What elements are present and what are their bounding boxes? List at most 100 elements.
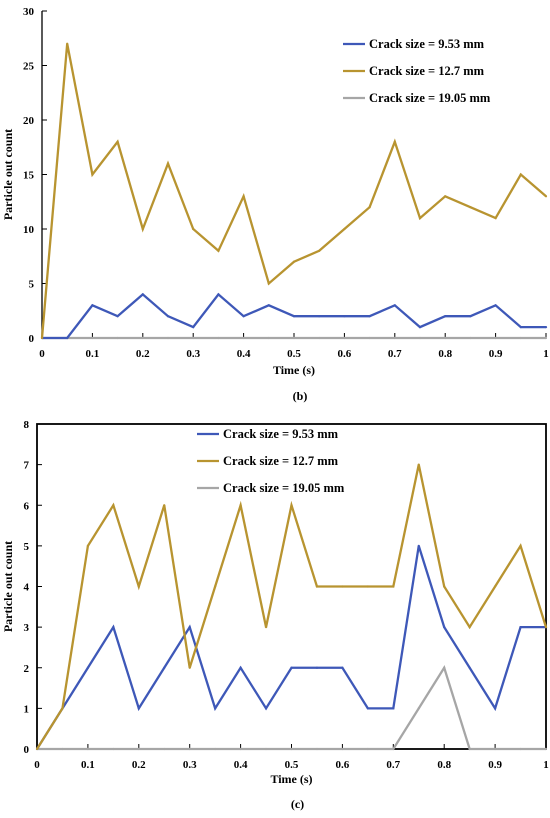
data-point-series-2 [292, 260, 296, 263]
data-point-series-3 [443, 666, 446, 669]
data-point-series-1 [141, 293, 144, 296]
y-tick-label: 3 [24, 622, 30, 634]
data-point-series-3 [217, 336, 220, 340]
data-point-series-3 [318, 336, 321, 340]
data-point-series-3 [264, 747, 268, 751]
data-point-series-2 [468, 626, 471, 629]
data-point-series-3 [91, 336, 94, 340]
y-tick-label: 25 [23, 61, 35, 73]
data-point-series-1 [86, 666, 89, 669]
x-tick-label: 0.6 [338, 348, 352, 360]
x-tick-label: 0.9 [489, 348, 503, 360]
x-tick-label: 0.1 [86, 348, 100, 360]
data-point-series-1 [366, 707, 369, 710]
data-point-series-2 [86, 544, 89, 547]
data-point-series-1 [443, 626, 446, 629]
data-point-series-1 [418, 326, 422, 329]
data-point-series-1 [66, 336, 69, 340]
data-point-series-1 [444, 315, 447, 318]
y-tick-label: 15 [23, 170, 35, 182]
data-point-series-1 [264, 707, 268, 710]
legend-entry-1: Crack size = 9.53 mm [223, 427, 339, 441]
data-point-series-2 [163, 504, 166, 507]
data-point-series-2 [417, 463, 420, 466]
data-point-series-1 [315, 666, 319, 669]
data-point-series-2 [40, 336, 44, 340]
x-tick-label: 0.9 [488, 759, 502, 771]
data-point-series-3 [368, 336, 371, 340]
plot-frame [36, 423, 547, 750]
x-tick-label: 0.8 [437, 759, 451, 771]
y-tick-label: 0 [29, 333, 35, 345]
legend-entry-2: Crack size = 12.7 mm [369, 64, 485, 78]
data-point-series-3 [163, 747, 166, 751]
data-point-series-1 [239, 666, 242, 669]
data-point-series-3 [519, 747, 522, 751]
data-point-series-2 [239, 504, 242, 507]
x-tick-label: 0.4 [234, 759, 248, 771]
data-point-series-1 [392, 707, 395, 710]
y-tick-label: 2 [24, 663, 30, 675]
data-point-series-3 [192, 336, 195, 340]
y-tick-label: 8 [24, 419, 30, 431]
data-point-series-2 [264, 626, 268, 629]
data-point-series-2 [318, 249, 321, 252]
x-tick-label: 0.6 [336, 759, 350, 771]
data-point-series-2 [217, 249, 220, 252]
x-tick-label: 1 [543, 348, 549, 360]
data-point-series-1 [192, 326, 195, 329]
data-point-series-2 [188, 666, 191, 669]
data-point-series-1 [290, 666, 293, 669]
data-point-series-1 [267, 304, 270, 307]
y-tick-label: 4 [24, 582, 30, 594]
data-point-series-1 [494, 707, 497, 710]
data-point-series-1 [112, 626, 115, 629]
data-point-series-3 [494, 336, 497, 340]
data-point-series-1 [318, 315, 321, 318]
data-point-series-2 [519, 544, 522, 547]
data-point-series-1 [188, 626, 191, 629]
x-tick-label: 0.1 [81, 759, 95, 771]
legend-entry-3: Crack size = 19.05 mm [369, 91, 491, 105]
data-point-series-2 [343, 227, 346, 231]
x-tick-label: 0.5 [287, 348, 301, 360]
data-point-series-3 [418, 336, 422, 340]
data-point-series-3 [392, 747, 395, 751]
x-tick-label: 0.8 [438, 348, 452, 360]
y-axis-label: Particle out count [1, 129, 15, 220]
data-point-series-3 [343, 336, 346, 340]
y-tick-label: 10 [23, 224, 35, 236]
x-tick-label: 0.7 [388, 348, 402, 360]
data-point-series-1 [368, 315, 371, 318]
data-point-series-1 [544, 326, 548, 329]
data-point-series-1 [341, 666, 344, 669]
series-line-2 [40, 43, 547, 339]
panel-caption: (b) [293, 389, 308, 403]
data-point-series-1 [343, 315, 346, 318]
data-point-series-1 [217, 293, 220, 296]
y-tick-label: 20 [23, 115, 35, 127]
y-tick-label: 0 [24, 744, 30, 756]
x-axis-label: Time (s) [273, 363, 315, 377]
series-line-2 [36, 464, 548, 750]
data-point-series-2 [443, 585, 446, 588]
data-point-series-1 [116, 315, 119, 318]
data-point-series-1 [519, 626, 522, 629]
data-point-series-2 [66, 42, 69, 45]
data-point-series-3 [166, 336, 170, 340]
y-tick-label: 5 [29, 279, 35, 291]
chart-panel-2: 0 1 2 3 4 5 6 7 8 0 0.1 0.2 0.3 0.4 0.5 0.6 0.7 0.8 0.9 1 Pa… [1, 419, 549, 811]
data-point-series-3 [214, 747, 217, 751]
y-tick-label: 1 [24, 703, 30, 715]
data-point-series-1 [393, 304, 396, 307]
data-point-series-1 [137, 707, 140, 710]
data-point-series-2 [91, 173, 94, 176]
y-tick-label: 30 [23, 6, 35, 18]
data-point-series-1 [166, 315, 170, 318]
legend-entry-1: Crack size = 9.53 mm [369, 37, 485, 51]
data-point-series-2 [494, 217, 497, 220]
data-point-series-3 [366, 747, 369, 751]
data-point-series-2 [544, 195, 548, 198]
data-point-series-3 [188, 747, 191, 751]
data-point-series-3 [519, 336, 522, 340]
